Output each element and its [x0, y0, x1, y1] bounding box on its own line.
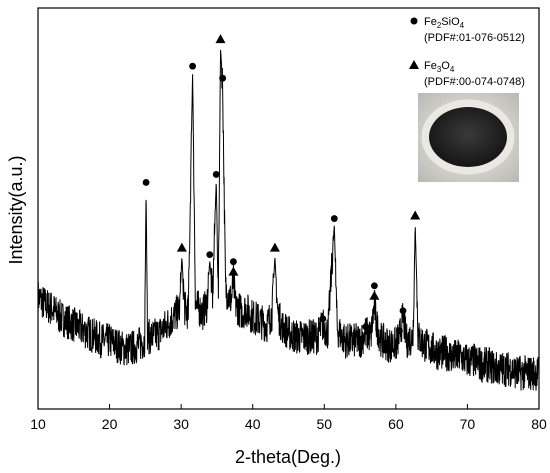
- fe2sio4-peak-marker: [319, 315, 327, 323]
- x-tick-label-30: 30: [173, 416, 189, 432]
- legend-triangle-marker: [409, 60, 419, 69]
- fe2sio4-peak-marker: [370, 282, 378, 290]
- legend-photo: [418, 93, 519, 182]
- fe2sio4-peak-marker: [396, 327, 403, 335]
- fe2sio4-peak-marker: [330, 215, 338, 222]
- fe3o4-peak-marker: [176, 242, 187, 252]
- fe3o4-peak-marker: [228, 266, 239, 276]
- fe2sio4-peak-marker: [219, 74, 227, 82]
- legend-fe2sio4-pdf: (PDF#:01-076-0512): [424, 32, 525, 44]
- plot-frame: [37, 7, 540, 410]
- x-tick-label-70: 70: [460, 416, 476, 432]
- fe3o4-peak-marker: [369, 290, 380, 300]
- fe3o4-peak-marker: [269, 242, 280, 252]
- black-powder: [429, 107, 507, 167]
- fe2sio4-peak-marker: [142, 179, 150, 186]
- legend-fe3o4-pdf: (PDF#:00-074-0748): [424, 76, 525, 88]
- x-axis-tick-labels: 10 20 30 40 50 60 70 80: [30, 416, 547, 432]
- x-tick-label-20: 20: [102, 416, 118, 432]
- legend-fe2sio4-label: Fe2SiO4: [424, 16, 465, 30]
- legend-circle-marker: [410, 17, 418, 25]
- fe3o4-peak-marker: [215, 34, 226, 44]
- fe3o4-peak-marker: [410, 210, 421, 220]
- x-axis-title: 2-theta(Deg.): [235, 447, 341, 467]
- x-tick-label-80: 80: [531, 416, 547, 432]
- fe2sio4-peak-marker: [189, 62, 196, 70]
- fe2sio4-peak-marker: [362, 323, 370, 331]
- x-tick-label-10: 10: [30, 416, 46, 432]
- x-tick-label-40: 40: [245, 416, 261, 432]
- fe2sio4-peak-marker: [212, 171, 220, 178]
- fe2sio4-peak-marker: [206, 251, 214, 259]
- x-tick-label-60: 60: [388, 416, 404, 432]
- phase-markers: [142, 34, 421, 335]
- legend-fe3o4-label: Fe3O4: [424, 60, 455, 74]
- x-tick-label-50: 50: [316, 416, 332, 432]
- legend: Fe2SiO4 (PDF#:01-076-0512) Fe3O4 (PDF#:0…: [409, 16, 525, 88]
- y-axis-title: Intensity(a.u.): [6, 155, 26, 264]
- xrd-pattern-line: [37, 49, 540, 391]
- fe2sio4-peak-marker: [399, 307, 407, 315]
- x-axis-ticks: [37, 404, 540, 409]
- fe2sio4-peak-marker: [229, 258, 237, 266]
